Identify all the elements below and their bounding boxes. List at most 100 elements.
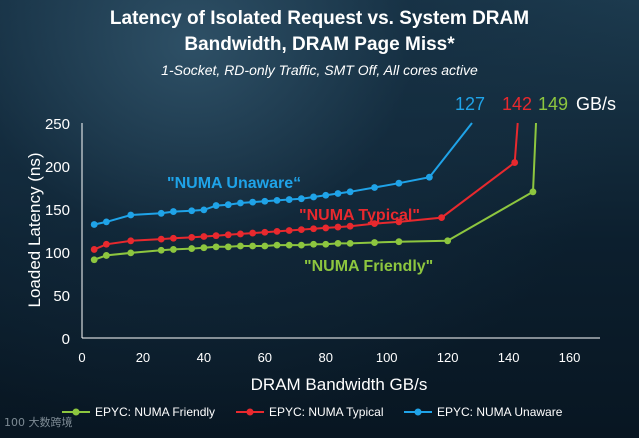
data-point — [170, 246, 177, 253]
data-point — [371, 239, 378, 246]
data-point — [261, 197, 269, 205]
chart-subtitle: 1-Socket, RD-only Traffic, SMT Off, All … — [161, 62, 478, 78]
data-point — [188, 245, 196, 252]
data-point — [334, 190, 342, 197]
data-point — [371, 220, 378, 228]
data-point — [273, 241, 281, 249]
data-point — [90, 256, 98, 264]
x-tick-label: 0 — [78, 350, 85, 365]
legend-label: EPYC: NUMA Typical — [269, 405, 383, 419]
data-point — [237, 199, 244, 207]
data-point — [334, 240, 342, 247]
data-point — [395, 218, 403, 226]
unit-label: GB/s — [576, 94, 616, 114]
data-point — [285, 196, 293, 203]
x-tick-label: 120 — [437, 350, 459, 365]
data-point — [157, 209, 165, 217]
data-point — [438, 214, 445, 222]
chart-title-line1: Latency of Isolated Request vs. System D… — [109, 8, 530, 29]
x-tick-label: 60 — [258, 350, 272, 365]
x-tick-label: 80 — [319, 350, 333, 365]
data-point — [170, 208, 177, 215]
y-tick-label: 50 — [53, 288, 70, 305]
x-tick-label: 140 — [498, 350, 520, 365]
max-bandwidth-label: 142 — [502, 94, 532, 114]
data-point — [285, 241, 293, 249]
x-tick-label: 20 — [136, 350, 150, 365]
data-point — [334, 223, 342, 231]
legend-marker — [414, 408, 422, 416]
legend-marker — [246, 408, 254, 416]
y-tick-label: 200 — [45, 159, 70, 176]
data-point — [310, 240, 317, 248]
data-point — [237, 242, 244, 250]
data-point — [310, 225, 317, 233]
series-annotation: "NUMA Friendly" — [304, 258, 433, 275]
data-point — [90, 246, 98, 253]
data-point — [261, 228, 269, 236]
data-point — [444, 237, 452, 245]
data-point — [273, 227, 281, 235]
data-point — [395, 238, 403, 246]
y-tick-label: 100 — [45, 245, 70, 262]
series-annotation: "NUMA Unaware“ — [167, 175, 301, 192]
data-point — [157, 246, 165, 254]
series-line-epyc-numa-typical — [93, 122, 519, 251]
data-point — [188, 207, 196, 215]
data-point — [200, 233, 208, 240]
data-point — [212, 232, 220, 240]
data-point — [322, 191, 330, 199]
data-point — [297, 226, 305, 234]
data-point — [102, 218, 110, 226]
y-tick-label: 0 — [62, 331, 70, 348]
data-point — [212, 202, 220, 209]
x-axis-label: DRAM Bandwidth GB/s — [251, 375, 428, 394]
chart-title-line2: Bandwidth, DRAM Page Miss* — [184, 34, 455, 55]
data-point — [425, 173, 433, 181]
data-point — [170, 234, 177, 242]
data-point — [127, 211, 135, 219]
chart-title: Latency of Isolated Request vs. System D… — [0, 6, 639, 58]
data-point — [285, 227, 293, 234]
data-point — [346, 222, 354, 230]
data-point — [322, 224, 330, 232]
data-point — [371, 184, 378, 191]
y-tick-label: 150 — [45, 202, 70, 219]
data-point — [249, 198, 257, 206]
data-point — [346, 240, 354, 247]
data-point — [90, 221, 98, 228]
data-point — [261, 242, 269, 250]
series-annotation: "NUMA Typical" — [299, 207, 420, 224]
legend-marker — [72, 408, 80, 416]
data-point — [273, 197, 281, 204]
x-tick-label: 100 — [376, 350, 398, 365]
data-point — [529, 188, 537, 196]
data-point — [346, 188, 354, 196]
data-point — [395, 179, 403, 187]
data-point — [157, 235, 165, 243]
data-point — [127, 249, 135, 257]
data-point — [249, 242, 257, 250]
data-point — [188, 233, 196, 241]
x-tick-label: 160 — [559, 350, 581, 365]
data-point — [212, 243, 220, 251]
data-point — [200, 206, 208, 214]
data-point — [310, 193, 317, 201]
data-point — [322, 240, 330, 248]
legend-label: EPYC: NUMA Unaware — [437, 405, 563, 419]
data-point — [237, 230, 244, 238]
data-point — [224, 201, 232, 209]
data-point — [297, 195, 305, 203]
y-tick-label: 250 — [45, 116, 70, 133]
data-point — [127, 237, 135, 245]
data-point — [102, 240, 110, 248]
data-point — [511, 159, 519, 166]
data-point — [102, 252, 110, 259]
data-point — [249, 229, 257, 237]
data-point — [224, 231, 232, 239]
legend-label: EPYC: NUMA Friendly — [95, 405, 215, 419]
max-bandwidth-label: 127 — [455, 94, 485, 114]
data-point — [200, 244, 208, 252]
watermark: 100 大数跨境 — [4, 416, 73, 429]
